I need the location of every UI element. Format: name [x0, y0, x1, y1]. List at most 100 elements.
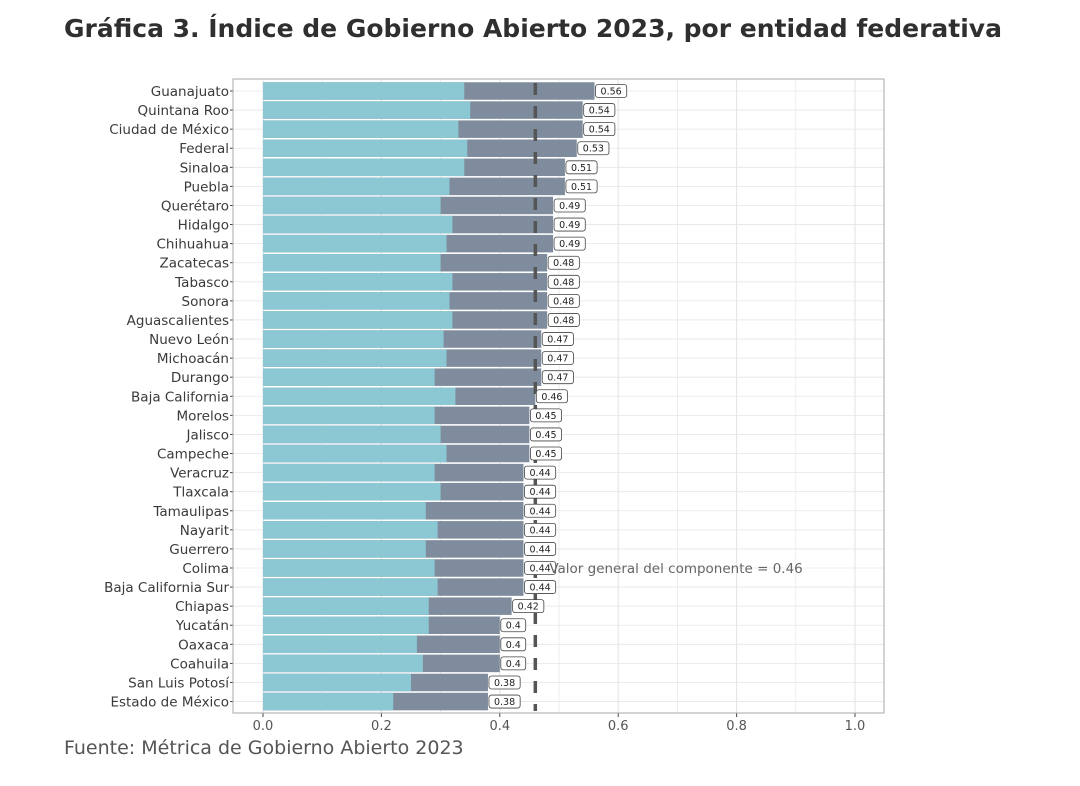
bar-component	[263, 139, 468, 157]
data-label: 0.47	[547, 335, 568, 346]
y-tick-label: Durango	[171, 370, 229, 386]
data-label-box	[547, 313, 580, 327]
data-label: 0.44	[530, 583, 551, 594]
bar-component	[263, 597, 429, 615]
bar-component	[263, 559, 435, 577]
y-tick-label: Campeche	[157, 447, 229, 463]
data-label: 0.4	[506, 659, 521, 670]
y-axis: Guanajuato Quintana Roo Ciudad de México Fe…	[104, 84, 233, 711]
y-tick-label: Tlaxcala	[172, 485, 229, 501]
data-label-box	[553, 236, 586, 251]
data-label: 0.46	[541, 392, 562, 403]
data-label-box	[541, 370, 574, 385]
y-tick-label: Chihuahua	[156, 237, 229, 253]
data-label-box	[541, 332, 574, 346]
data-label: 0.54	[589, 125, 610, 136]
bar-component	[263, 540, 426, 558]
bar-component	[263, 273, 453, 291]
data-label: 0.49	[559, 239, 580, 250]
data-label-box	[583, 103, 616, 117]
data-label-box	[524, 465, 557, 480]
data-label-box	[500, 656, 527, 671]
y-tick-label: Baja California	[131, 389, 229, 405]
bar-component	[263, 234, 447, 253]
y-tick-label: Sinaloa	[180, 160, 229, 176]
data-label-box	[524, 561, 557, 575]
data-label-box	[524, 484, 557, 499]
data-label: 0.48	[553, 315, 574, 326]
data-label-box	[553, 198, 586, 213]
data-label-box	[547, 293, 580, 308]
y-tick-label: Guanajuato	[151, 84, 229, 100]
y-tick-label: Aguascalientes	[127, 313, 229, 329]
bar-component	[263, 330, 444, 348]
bar-component	[263, 196, 441, 215]
y-tick-label: Baja California Sur	[104, 580, 229, 596]
y-tick-label: Tamaulipas	[152, 504, 229, 520]
data-label: 0.4	[506, 621, 521, 632]
data-label: 0.48	[553, 296, 574, 307]
data-label-box	[524, 522, 557, 537]
data-label: 0.44	[530, 525, 551, 536]
y-tick-label: Federal	[179, 141, 229, 157]
bar-component	[263, 368, 435, 386]
y-tick-label: Ciudad de México	[109, 122, 229, 138]
data-label-box	[488, 694, 521, 709]
x-axis: 0.0 0.2 0.4 0.6 0.8 1.0	[253, 713, 865, 734]
data-label-box	[595, 84, 628, 98]
y-tick-label: Michoacán	[157, 351, 229, 367]
data-label: 0.47	[547, 373, 568, 384]
chart-title: Gráfica 3. Índice de Gobierno Abierto 20…	[64, 14, 1002, 43]
data-label-box	[530, 408, 563, 423]
data-label-box	[541, 351, 574, 366]
data-label: 0.45	[535, 449, 556, 460]
y-tick-label: Puebla	[184, 179, 229, 195]
bar-component	[263, 311, 453, 329]
data-label-box	[577, 141, 610, 156]
bar-component	[263, 406, 435, 425]
data-label: 0.53	[583, 144, 604, 155]
data-label-box	[583, 122, 616, 137]
source-note: Fuente: Métrica de Gobierno Abierto 2023	[64, 737, 464, 759]
x-tick-label: 0.0	[253, 719, 274, 734]
data-label-box	[488, 675, 521, 690]
y-tick-label: Nuevo León	[149, 332, 229, 348]
x-tick-label: 0.2	[371, 719, 392, 734]
bar-component	[263, 120, 459, 138]
data-label: 0.49	[559, 220, 580, 231]
bar-component	[263, 82, 465, 100]
y-tick-label: Yucatán	[175, 618, 229, 634]
bar-component	[263, 387, 456, 406]
data-label: 0.44	[530, 487, 551, 498]
data-label: 0.47	[547, 354, 568, 365]
y-tick-label: Morelos	[176, 408, 229, 424]
data-label: 0.48	[553, 258, 574, 269]
bar-component	[263, 635, 417, 654]
data-label: 0.49	[559, 201, 580, 212]
bar-component	[263, 521, 438, 539]
bar-component	[263, 349, 447, 367]
data-label: 0.44	[530, 468, 551, 479]
data-label-box	[535, 389, 568, 404]
data-label: 0.51	[571, 182, 592, 193]
data-label-box	[524, 503, 557, 518]
data-label-box	[547, 255, 580, 270]
bar-component	[263, 292, 450, 310]
data-label-box	[547, 274, 580, 289]
y-tick-label: Jalisco	[186, 427, 229, 443]
data-labels-layer: 0.56 0.54 0.54 0.53 0.51 0.51 0.49 0.49 0.49 0.48…	[488, 84, 628, 709]
panel-border	[232, 78, 885, 714]
y-tick-label: Chiapas	[175, 599, 229, 615]
bar-component	[263, 215, 453, 234]
bars-layer	[263, 82, 595, 711]
data-label: 0.45	[535, 411, 556, 422]
data-label-box	[524, 580, 557, 594]
data-label-box	[500, 637, 527, 652]
bar-component	[263, 425, 441, 444]
data-label-box	[530, 446, 563, 461]
y-tick-label: Querétaro	[161, 198, 229, 214]
y-tick-label: Nayarit	[180, 523, 229, 539]
y-tick-label: Colima	[182, 561, 229, 577]
data-label-box	[500, 618, 527, 633]
x-tick-label: 0.8	[726, 719, 747, 734]
